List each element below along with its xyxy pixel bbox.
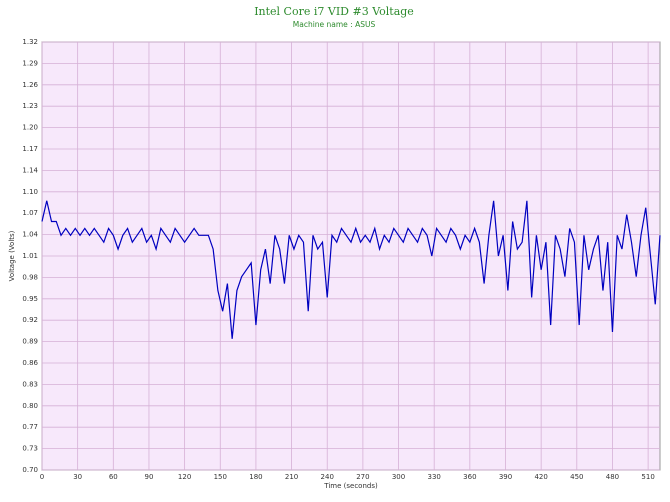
y-tick-label: 0.73 (22, 445, 38, 453)
chart-subtitle: Machine name : ASUS (293, 20, 376, 29)
data-line (41, 200, 661, 339)
x-tick-label: 300 (392, 473, 405, 481)
y-tick-label: 0.77 (22, 423, 38, 431)
x-tick-label: 450 (570, 473, 583, 481)
x-axis-label: Time (seconds) (323, 482, 378, 490)
x-tick-label: 330 (428, 473, 441, 481)
y-tick-label: 1.04 (22, 231, 38, 239)
y-tick-label: 0.80 (22, 402, 38, 410)
x-tick-label: 120 (178, 473, 191, 481)
y-tick-label: 1.10 (22, 188, 38, 196)
y-tick-label: 1.20 (22, 124, 38, 132)
y-tick-label: 1.01 (22, 252, 38, 260)
y-tick-label: 1.29 (22, 59, 38, 67)
y-tick-label: 1.23 (22, 102, 38, 110)
x-tick-label: 210 (285, 473, 298, 481)
y-tick-label: 1.26 (22, 81, 38, 89)
x-tick-label: 480 (606, 473, 619, 481)
x-tick-label: 0 (40, 473, 44, 481)
y-tick-label: 0.83 (22, 380, 38, 388)
x-tick-label: 270 (356, 473, 369, 481)
x-tick-label: 60 (109, 473, 118, 481)
x-tick-label: 150 (214, 473, 227, 481)
y-tick-label: 1.17 (22, 145, 38, 153)
y-tick-label: 1.07 (22, 209, 38, 217)
x-tick-label: 90 (145, 473, 154, 481)
x-tick-label: 510 (641, 473, 654, 481)
y-tick-label: 0.89 (22, 338, 38, 346)
y-tick-label: 1.32 (22, 38, 38, 46)
x-tick-label: 390 (499, 473, 512, 481)
x-tick-label: 360 (463, 473, 476, 481)
y-tick-label: 0.95 (22, 295, 38, 303)
y-tick-label: 0.98 (22, 273, 38, 281)
y-tick-label: 0.92 (22, 316, 38, 324)
x-tick-label: 240 (321, 473, 334, 481)
chart-title: Intel Core i7 VID #3 Voltage (254, 5, 414, 18)
y-axis-label: Voltage (Volts) (8, 230, 16, 281)
x-tick-label: 30 (73, 473, 82, 481)
y-tick-label: 0.86 (22, 359, 38, 367)
y-tick-label: 0.70 (22, 466, 38, 474)
y-tick-label: 1.14 (22, 166, 38, 174)
x-tick-label: 180 (249, 473, 262, 481)
x-tick-label: 420 (534, 473, 547, 481)
